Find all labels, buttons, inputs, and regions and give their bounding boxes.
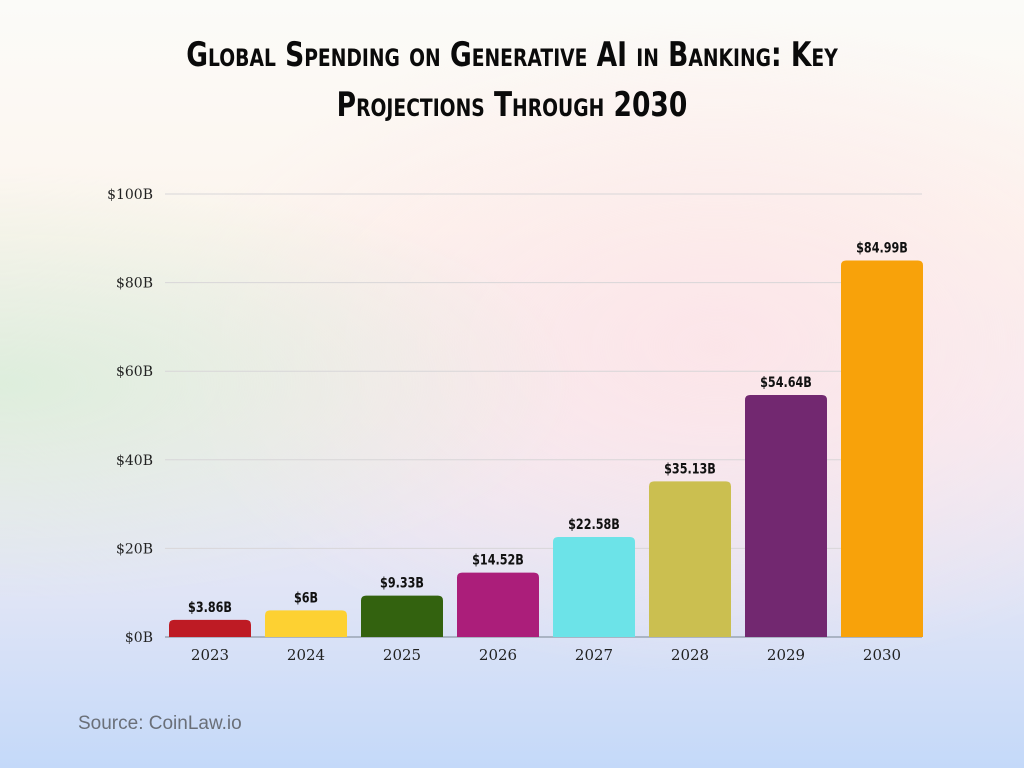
data-label: $54.64B: [760, 374, 812, 391]
data-label: $35.13B: [664, 460, 716, 477]
x-tick-label: 2025: [383, 646, 421, 664]
data-label: $84.99B: [856, 239, 908, 256]
data-label: $14.52B: [472, 551, 524, 568]
x-tick-label: 2026: [479, 646, 517, 664]
y-tick-label: $80B: [116, 276, 153, 292]
bar-2026: [457, 572, 539, 637]
title-line-1: Global Spending on Generative AI in Bank…: [186, 35, 838, 75]
source-note: Source: CoinLaw.io: [78, 713, 242, 734]
x-tick-label: 2027: [575, 646, 613, 664]
bar-2028: [649, 481, 731, 637]
bar-2029: [745, 394, 827, 637]
x-tick-label: 2028: [671, 646, 709, 664]
data-label: $22.58B: [568, 516, 620, 533]
x-tick-label: 2029: [767, 646, 805, 664]
data-label: $3.86B: [188, 599, 232, 616]
x-tick-label: 2023: [191, 646, 229, 664]
y-tick-label: $100B: [107, 187, 153, 203]
y-tick-label: $60B: [116, 364, 153, 380]
title-line-2: Projections Through 2030: [336, 85, 688, 125]
bar-2030: [841, 260, 923, 637]
x-tick-label: 2024: [287, 646, 325, 664]
data-label: $9.33B: [380, 574, 424, 591]
bar-2023: [169, 619, 251, 637]
y-tick-label: $20B: [116, 541, 153, 557]
y-tick-label: $40B: [116, 453, 153, 469]
chart-title: Global Spending on Generative AI in Bank…: [0, 30, 1024, 130]
bar-2025: [361, 595, 443, 637]
data-label: $6B: [294, 589, 318, 606]
bar-2024: [265, 610, 347, 637]
bar-2027: [553, 536, 635, 637]
x-tick-label: 2030: [863, 646, 901, 664]
y-tick-label: $0B: [125, 630, 153, 646]
